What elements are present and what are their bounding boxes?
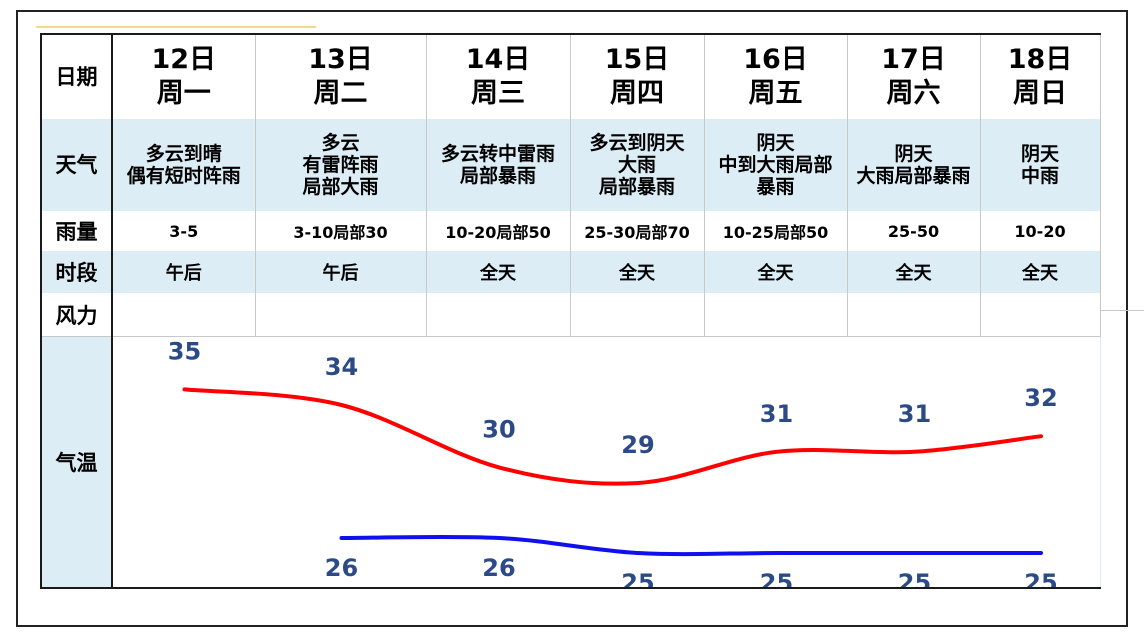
- low-temp-label: 26: [325, 554, 358, 582]
- wind-cell: [254, 293, 427, 337]
- period-cell: 全天: [569, 251, 705, 293]
- row-label-temp: 气温: [40, 336, 113, 589]
- forecast-table: 日期 12日 周一 13日 周二 14日 周三 15日 周四 16日 周五 17日 周六 1…: [40, 33, 1101, 589]
- date-text: 15日: [604, 44, 670, 75]
- period-cell: 全天: [425, 251, 571, 293]
- high-temp-label: 34: [325, 353, 358, 381]
- row-label-period: 时段: [40, 251, 113, 293]
- low-temp-label: 25: [898, 569, 931, 587]
- wind-cell: [846, 293, 981, 337]
- weekday-text: 周六: [886, 78, 941, 109]
- rain-cell: 3-10局部30: [254, 211, 427, 251]
- date-cell: 13日 周二: [254, 33, 427, 119]
- low-temp-label: 25: [1024, 569, 1057, 587]
- weekday-text: 周五: [748, 78, 803, 109]
- rain-cell: 10-20: [979, 211, 1101, 251]
- wind-row: 风力: [40, 293, 1101, 337]
- date-text: 13日: [308, 44, 373, 75]
- high-temp-label: 32: [1024, 384, 1057, 412]
- rain-row: 雨量 3-5 3-10局部30 10-20局部50 25-30局部70 10-2…: [40, 211, 1101, 251]
- date-cell: 15日 周四: [569, 33, 705, 119]
- period-cell: 全天: [979, 251, 1101, 293]
- high-temp-label: 29: [621, 431, 654, 459]
- wind-cell: [111, 293, 256, 337]
- weather-cell: 阴天 中到大雨局部 暴雨: [703, 119, 848, 211]
- temperature-row: 气温 35 34 30 29 31 31 32 26 26 25 25 25 25: [40, 336, 1101, 589]
- wind-cell: [425, 293, 571, 337]
- weather-cell: 多云 有雷阵雨 局部大雨: [254, 119, 427, 211]
- decorative-tick: [1099, 310, 1144, 311]
- weather-cell: 阴天 中雨: [979, 119, 1101, 211]
- period-cell: 午后: [254, 251, 427, 293]
- high-temp-label: 30: [482, 415, 515, 443]
- high-temp-label: 31: [898, 400, 931, 428]
- date-text: 17日: [881, 44, 946, 75]
- row-label-rain: 雨量: [40, 211, 113, 251]
- period-row: 时段 午后 午后 全天 全天 全天 全天 全天: [40, 251, 1101, 293]
- date-text: 12日: [151, 44, 217, 75]
- date-text: 14日: [465, 44, 531, 75]
- high-temp-label: 31: [760, 400, 793, 428]
- high-temp-line: [182, 387, 1043, 486]
- date-cell: 18日 周日: [979, 33, 1101, 119]
- date-cell: 17日 周六: [846, 33, 981, 119]
- weather-cell: 多云转中雷雨 局部暴雨: [425, 119, 571, 211]
- weekday-text: 周四: [610, 78, 664, 109]
- low-temp-line: [339, 534, 1043, 557]
- decorative-line: [36, 26, 316, 28]
- high-temp-label: 35: [168, 337, 201, 365]
- row-label-wind: 风力: [40, 293, 113, 337]
- rain-cell: 10-25局部50: [703, 211, 848, 251]
- weekday-text: 周一: [156, 78, 211, 109]
- rain-cell: 25-50: [846, 211, 981, 251]
- date-cell: 12日 周一: [111, 33, 256, 119]
- temperature-chart-cell: 35 34 30 29 31 31 32 26 26 25 25 25 25: [111, 336, 1101, 589]
- low-temp-label: 26: [482, 554, 515, 582]
- date-cell: 16日 周五: [703, 33, 848, 119]
- weather-cell: 阴天 大雨局部暴雨: [846, 119, 981, 211]
- date-text: 18日: [1007, 44, 1073, 75]
- period-cell: 全天: [846, 251, 981, 293]
- wind-cell: [703, 293, 848, 337]
- date-text: 16日: [743, 44, 808, 75]
- low-temp-label: 25: [621, 569, 654, 587]
- weather-cell: 多云到晴 偶有短时阵雨: [111, 119, 256, 211]
- temperature-chart: 35 34 30 29 31 31 32 26 26 25 25 25 25: [168, 337, 1058, 587]
- period-cell: 全天: [703, 251, 848, 293]
- weekday-text: 周三: [471, 78, 525, 109]
- weather-cell: 多云到阴天 大雨 局部暴雨: [569, 119, 705, 211]
- row-label-weather: 天气: [40, 119, 113, 211]
- row-label-date: 日期: [40, 33, 113, 119]
- date-row: 日期 12日 周一 13日 周二 14日 周三 15日 周四 16日 周五 17日 周六 1…: [40, 33, 1101, 119]
- weather-row: 天气 多云到晴 偶有短时阵雨 多云 有雷阵雨 局部大雨 多云转中雷雨 局部暴雨 …: [40, 119, 1101, 211]
- period-cell: 午后: [111, 251, 256, 293]
- weekday-text: 周二: [313, 78, 368, 109]
- rain-cell: 25-30局部70: [569, 211, 705, 251]
- date-cell: 14日 周三: [425, 33, 571, 119]
- weekday-text: 周日: [1013, 78, 1067, 109]
- wind-cell: [569, 293, 705, 337]
- wind-cell: [979, 293, 1101, 337]
- low-temp-label: 25: [760, 569, 793, 587]
- rain-cell: 3-5: [111, 211, 256, 251]
- rain-cell: 10-20局部50: [425, 211, 571, 251]
